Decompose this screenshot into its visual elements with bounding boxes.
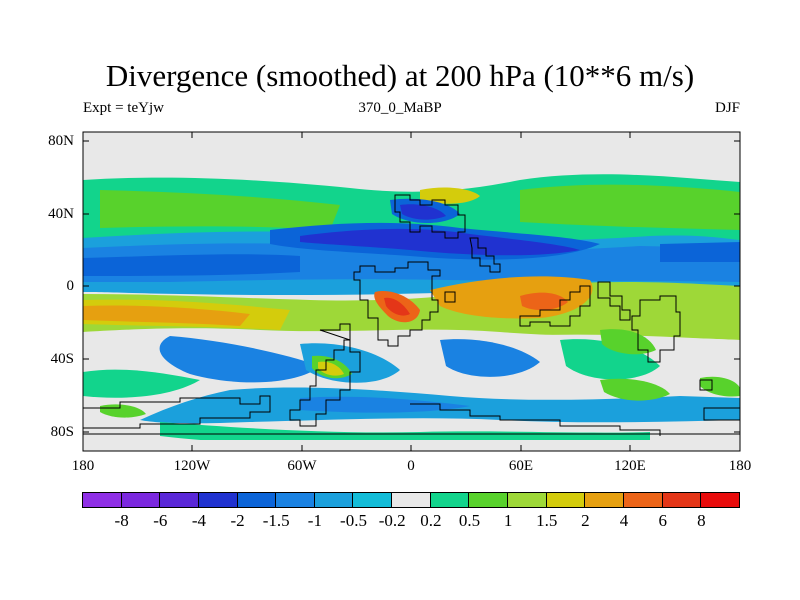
- y-tick-label: 80S: [50, 424, 74, 440]
- colorbar-label: 0.2: [420, 511, 442, 530]
- y-tick-label: 40N: [48, 206, 74, 222]
- colorbar-box: [507, 492, 547, 508]
- x-tick-label: 0: [407, 458, 415, 474]
- colorbar-box: [468, 492, 509, 508]
- colorbar-box: [429, 492, 470, 508]
- colorbar-box: [584, 492, 624, 508]
- colorbar-label: -6: [153, 511, 168, 530]
- colorbar-box: [120, 492, 161, 508]
- x-tick-label: 60W: [287, 458, 317, 474]
- colorbar-label: -1: [307, 511, 322, 530]
- coastline: [83, 194, 740, 436]
- colorbar-box: [352, 492, 393, 508]
- colorbar-box: [236, 492, 277, 508]
- colorbar-label: 6: [658, 511, 667, 530]
- colorbar-label: 1: [503, 511, 513, 530]
- colorbar-box: [313, 492, 354, 508]
- x-tick-label: 120E: [614, 458, 646, 474]
- colorbar-box: [275, 492, 315, 508]
- colorbar-label: 0.5: [458, 511, 481, 530]
- y-tick-label: 40S: [50, 351, 74, 367]
- season-label: DJF: [714, 100, 740, 116]
- axis-ticks: [83, 132, 740, 451]
- colorbar-label: 8: [697, 511, 706, 530]
- colorbar-label: 1.5: [536, 511, 558, 530]
- x-tick-label: 180: [728, 458, 752, 474]
- chart-title: Divergence (smoothed) at 200 hPa (10**6 …: [105, 58, 695, 93]
- colorbar-label: -0.2: [378, 511, 406, 530]
- colorbar-label: -8: [114, 511, 129, 530]
- colorbar-box: [661, 492, 702, 508]
- colorbar-box: [82, 492, 122, 508]
- colorbar-box: [197, 492, 238, 508]
- colorbar-label: 4: [619, 511, 629, 530]
- colorbar-box: [700, 492, 740, 508]
- experiment-label: Expt = teYjw: [83, 100, 164, 116]
- colorbar-box: [622, 492, 663, 508]
- colorbar-box: [391, 492, 431, 508]
- colorbar: [82, 492, 740, 508]
- y-tick-label: 80N: [48, 133, 74, 149]
- colorbar-label: -2: [230, 511, 245, 530]
- colorbar-label: -1.5: [262, 511, 290, 530]
- x-tick-label: 120W: [173, 458, 211, 474]
- x-tick-label: 60E: [508, 458, 534, 474]
- map-field: [83, 132, 740, 451]
- colorbar-label: 2: [581, 511, 590, 530]
- colorbar-box: [545, 492, 586, 508]
- y-tick-label: 0: [66, 278, 75, 294]
- period-label: 370_0_MaBP: [358, 100, 442, 116]
- colorbar-label: -0.5: [340, 511, 367, 530]
- colorbar-box: [159, 492, 199, 508]
- colorbar-label: -4: [191, 511, 207, 530]
- x-tick-label: 180: [71, 458, 95, 474]
